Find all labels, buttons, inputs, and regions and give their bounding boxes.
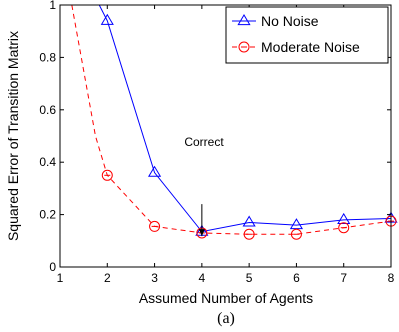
tick-layer: 1 2 3 4 5 6 7 8 0 0.2 0.4 0.6 0.8 1 <box>39 0 394 285</box>
data-point-no-noise <box>100 13 114 25</box>
x-tick-label: 5 <box>246 271 253 285</box>
y-tick-label: 0.8 <box>39 50 56 64</box>
data-point-no-noise <box>337 212 351 224</box>
data-point-moderate-noise <box>101 169 113 181</box>
plot-frame <box>59 4 392 268</box>
legend-label-no-noise: No Noise <box>261 13 319 29</box>
data-point-moderate-noise <box>338 222 350 234</box>
y-tick-label: 0.6 <box>39 103 56 117</box>
series-line-moderate-noise <box>71 5 391 235</box>
annotation-layer: Correct <box>184 135 224 237</box>
correct-annotation-arrow-head <box>198 229 205 237</box>
data-point-no-noise <box>289 218 304 230</box>
x-tick-label: 7 <box>340 271 347 285</box>
legend-marker-no-noise <box>237 14 251 26</box>
legend-box <box>225 6 389 64</box>
x-tick-label: 1 <box>57 271 64 285</box>
series-layer <box>71 5 391 235</box>
correct-annotation-label: Correct <box>184 135 224 149</box>
legend: No Noise Moderate Noise <box>225 6 389 64</box>
data-point-no-noise <box>242 215 256 227</box>
x-tick-label: 2 <box>104 271 111 285</box>
data-point-moderate-noise <box>149 220 161 232</box>
x-tick-label: 4 <box>199 271 206 285</box>
y-tick-label: 1 <box>49 0 56 12</box>
x-tick-label: 3 <box>151 271 158 285</box>
y-axis-label: Squared Error of Transition Matrix <box>5 31 21 241</box>
x-tick-label: 6 <box>293 271 300 285</box>
legend-marker-moderate-noise <box>238 41 250 53</box>
x-axis-label: Assumed Number of Agents <box>139 290 313 306</box>
y-tick-label: 0 <box>49 260 56 274</box>
data-point-no-noise <box>147 165 162 177</box>
x-tick-label: 8 <box>388 271 395 285</box>
data-point-moderate-noise <box>243 228 255 240</box>
y-tick-label: 0.2 <box>39 208 56 222</box>
series-line-no-noise <box>98 5 391 233</box>
y-tick-label: 0.4 <box>39 155 56 169</box>
legend-label-moderate-noise: Moderate Noise <box>261 39 360 55</box>
data-point-moderate-noise <box>290 228 302 240</box>
legend-marks <box>232 14 256 53</box>
figure-caption: (a) <box>217 310 235 327</box>
